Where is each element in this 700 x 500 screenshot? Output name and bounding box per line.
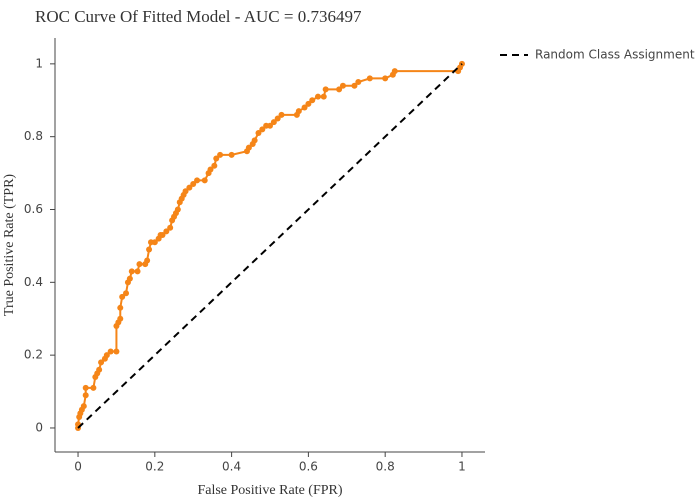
x-tick-label: 1 bbox=[458, 460, 466, 474]
x-tick-label: 0.2 bbox=[145, 460, 164, 474]
point bbox=[201, 177, 208, 184]
point bbox=[144, 257, 151, 264]
point bbox=[270, 119, 277, 126]
chart-title: ROC Curve Of Fitted Model - AUC = 0.7364… bbox=[35, 7, 362, 26]
point bbox=[113, 348, 120, 355]
point bbox=[82, 384, 89, 391]
y-tick-label: 0.4 bbox=[24, 275, 43, 289]
y-tick-label: 0 bbox=[35, 420, 43, 434]
point bbox=[301, 104, 308, 111]
point bbox=[128, 268, 135, 275]
point bbox=[213, 155, 220, 162]
point bbox=[274, 115, 281, 122]
point bbox=[107, 348, 114, 355]
point bbox=[96, 366, 103, 373]
point bbox=[146, 246, 153, 253]
point bbox=[126, 275, 133, 282]
point bbox=[309, 97, 316, 104]
x-tick-label: 0.4 bbox=[222, 460, 241, 474]
point bbox=[228, 151, 235, 158]
y-axis-title: True Positive Rate (TPR) bbox=[2, 174, 17, 317]
point bbox=[117, 304, 124, 311]
point bbox=[117, 315, 124, 322]
point bbox=[366, 75, 373, 82]
point bbox=[98, 359, 105, 366]
point bbox=[267, 122, 273, 129]
point bbox=[159, 231, 166, 238]
point bbox=[245, 144, 252, 151]
point bbox=[151, 239, 158, 246]
y-tick-label: 0.6 bbox=[24, 202, 43, 216]
point bbox=[251, 137, 258, 144]
point bbox=[217, 151, 224, 158]
point bbox=[314, 93, 321, 100]
point bbox=[80, 403, 87, 410]
point bbox=[278, 111, 285, 118]
point bbox=[207, 166, 214, 173]
point bbox=[295, 108, 302, 115]
point bbox=[134, 268, 141, 275]
point bbox=[322, 86, 329, 93]
x-tick-label: 0.6 bbox=[299, 460, 318, 474]
point bbox=[82, 392, 89, 399]
point bbox=[305, 100, 312, 107]
point bbox=[336, 86, 343, 93]
point bbox=[174, 206, 181, 213]
y-tick-label: 0.2 bbox=[24, 348, 43, 362]
y-tick-label: 1 bbox=[35, 56, 43, 70]
point bbox=[90, 384, 97, 391]
point bbox=[320, 93, 327, 100]
x-tick-label: 0 bbox=[74, 460, 82, 474]
y-tick-label: 0.8 bbox=[24, 129, 43, 143]
series-line bbox=[77, 63, 463, 429]
point bbox=[391, 68, 398, 75]
legend-label: Random Class Assignment bbox=[535, 48, 695, 62]
point bbox=[211, 162, 218, 169]
x-tick-label: 0.8 bbox=[376, 460, 395, 474]
point bbox=[167, 224, 174, 231]
point bbox=[119, 293, 126, 300]
point bbox=[136, 261, 143, 268]
x-axis-title: False Positive Rate (FPR) bbox=[197, 483, 342, 498]
point bbox=[355, 79, 362, 86]
point bbox=[123, 290, 130, 297]
point bbox=[186, 184, 193, 191]
point bbox=[190, 181, 197, 188]
point bbox=[259, 126, 266, 133]
point bbox=[339, 82, 346, 89]
point bbox=[163, 228, 170, 235]
point bbox=[255, 130, 262, 137]
point bbox=[182, 188, 189, 195]
point bbox=[103, 352, 110, 359]
point bbox=[382, 75, 389, 82]
point bbox=[351, 82, 358, 89]
point bbox=[194, 177, 201, 184]
